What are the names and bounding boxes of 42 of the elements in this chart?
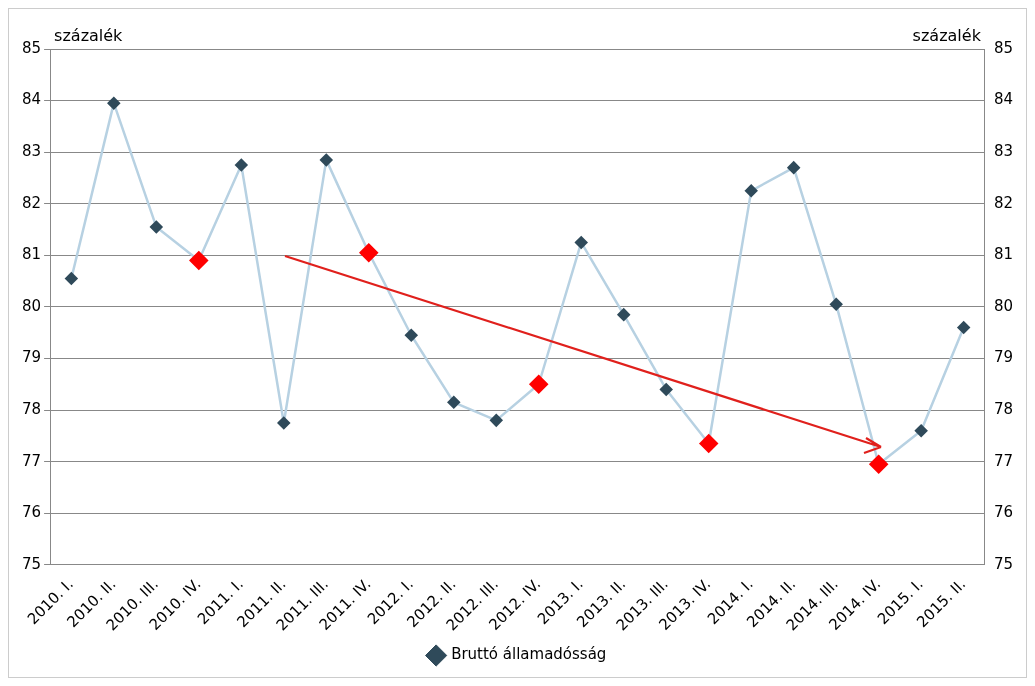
point — [490, 414, 503, 427]
y-tick-label: 78 — [21, 399, 42, 418]
y2-tick-label: 79 — [993, 348, 1014, 367]
y-axis-title: százalék — [54, 26, 124, 46]
legend-label: Bruttó államadósság — [451, 645, 607, 664]
point — [574, 236, 588, 249]
y-tick-label: 84 — [21, 90, 42, 109]
y2-tick-label: 78 — [993, 399, 1014, 418]
y2-tick-label: 80 — [993, 296, 1014, 315]
point — [277, 416, 291, 430]
y2-tick-label: 77 — [993, 451, 1014, 470]
point — [914, 424, 928, 437]
y2-tick-label: 83 — [993, 142, 1014, 161]
y2-tick-label: 81 — [993, 245, 1014, 264]
y-tick-label: 80 — [21, 296, 42, 315]
point — [65, 272, 78, 285]
point — [617, 308, 630, 321]
point — [957, 321, 970, 334]
point — [659, 383, 673, 396]
point — [320, 153, 333, 167]
y2-axis-title: százalék — [912, 26, 982, 46]
y-tick-label: 81 — [21, 245, 42, 264]
point — [447, 396, 461, 409]
y-tick-label: 79 — [21, 348, 42, 367]
y2-tick-label: 75 — [993, 554, 1014, 573]
y-tick-label: 76 — [21, 503, 42, 522]
y2-tick-label: 82 — [993, 193, 1014, 212]
point — [829, 298, 843, 311]
y2-tick-label: 85 — [993, 38, 1014, 57]
y2-tick-label: 84 — [993, 90, 1014, 109]
y-tick-label: 83 — [21, 142, 42, 161]
y-tick-label: 77 — [21, 451, 42, 470]
point — [150, 220, 163, 234]
point — [787, 161, 800, 174]
y-tick-label: 85 — [21, 38, 42, 57]
point — [235, 158, 248, 172]
point — [107, 96, 121, 110]
point — [405, 329, 418, 342]
y2-tick-label: 76 — [993, 503, 1014, 522]
y-tick-label: 75 — [21, 554, 42, 573]
point — [744, 184, 758, 198]
y-tick-label: 82 — [21, 193, 42, 212]
